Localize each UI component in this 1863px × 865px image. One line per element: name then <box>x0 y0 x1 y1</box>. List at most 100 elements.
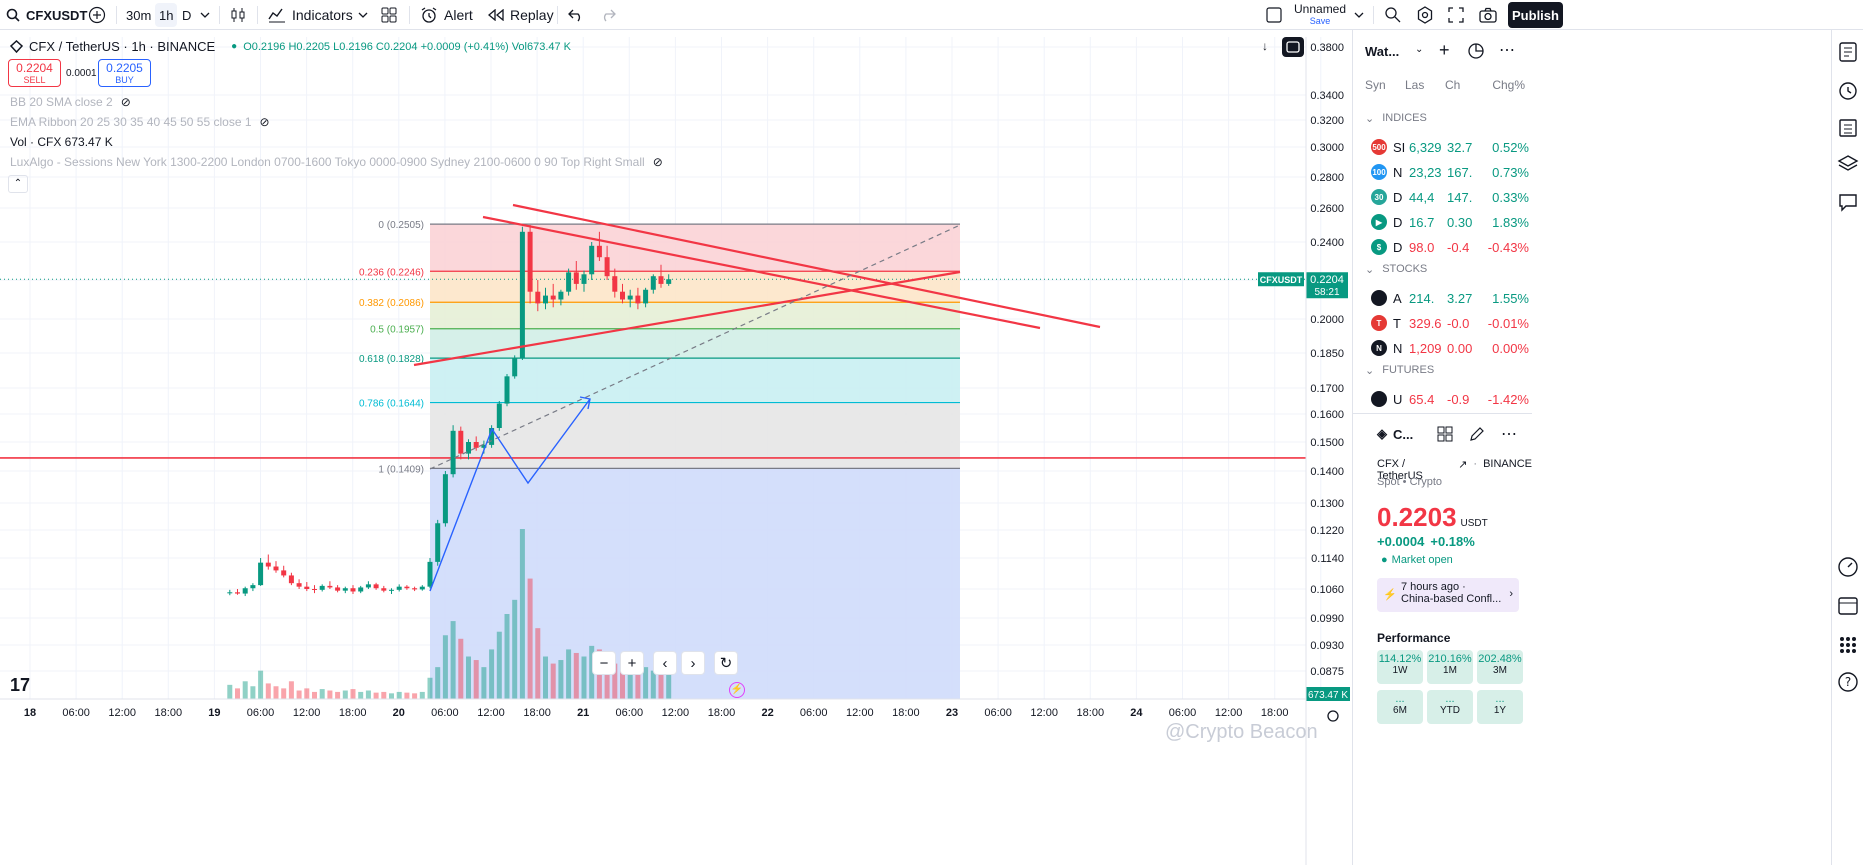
candle-body <box>389 589 394 591</box>
col-header[interactable]: Chg% <box>1492 78 1525 92</box>
watchlist-icon[interactable] <box>1836 40 1860 64</box>
watchlist-row[interactable]: T T 329.6 -0.0 -0.01% <box>1353 310 1532 336</box>
undo-button[interactable] <box>568 0 584 30</box>
watchlist-section-header[interactable]: ⌄ STOCKS <box>1365 263 1427 276</box>
interval-dropdown[interactable] <box>200 0 210 30</box>
grid-icon[interactable] <box>1437 426 1453 445</box>
indicators-icon <box>268 8 285 23</box>
layers-icon[interactable] <box>1836 152 1860 176</box>
indicator-legend-vol[interactable]: Vol · CFX 673.47 K <box>10 135 113 149</box>
performance-box[interactable]: ... YTD <box>1427 690 1473 724</box>
interval-30m[interactable]: 30m <box>126 0 151 30</box>
y-axis-tick-label: 0.3800 <box>1310 42 1344 54</box>
symbol-logo-icon: ▶ <box>1371 214 1387 230</box>
indicator-legend-ema[interactable]: EMA Ribbon 20 25 30 35 40 45 50 55 close… <box>10 115 270 129</box>
add-symbol-icon[interactable]: + <box>1439 40 1450 60</box>
performance-value: 210.16% <box>1428 653 1472 665</box>
add-symbol-button[interactable] <box>88 0 106 30</box>
edit-icon[interactable] <box>1469 426 1485 445</box>
indicator-legend-sessions[interactable]: LuxAlgo - Sessions New York 1300-2200 Lo… <box>10 155 663 169</box>
layout-checkbox[interactable] <box>1266 0 1282 30</box>
price-chart[interactable]: 0 (0.2505) 0.236 (0.2246) 0.382 (0.2086) 0.… <box>0 37 1352 865</box>
object-tree-icon[interactable] <box>1836 116 1860 140</box>
watchlist-section-header[interactable]: ⌄ FUTURES <box>1365 364 1434 377</box>
interval-d[interactable]: D <box>182 0 191 30</box>
performance-box[interactable]: 202.48% 3M <box>1477 650 1523 684</box>
watchlist-row[interactable]: A 214. 3.27 1.55% <box>1353 285 1532 311</box>
zoom-out-button[interactable]: − <box>592 651 616 675</box>
reset-chart-button[interactable]: ↻ <box>714 651 738 675</box>
watchlist-row[interactable]: N N 1,209 0.00 0.00% <box>1353 335 1532 361</box>
watchlist-row[interactable]: ▶ D 16.7 0.30 1.83% <box>1353 209 1532 235</box>
layout-menu-dropdown[interactable] <box>1354 0 1364 30</box>
watchlist-title[interactable]: Wat... <box>1365 44 1400 59</box>
auto-scale-button[interactable] <box>1282 37 1304 57</box>
eye-hidden-icon[interactable]: ⊘ <box>120 95 131 109</box>
apps-icon[interactable] <box>1836 633 1860 657</box>
chart-area[interactable]: 0 (0.2505) 0.236 (0.2246) 0.382 (0.2086) 0.… <box>0 37 1352 865</box>
help-icon[interactable]: ? <box>1836 670 1860 694</box>
publish-button[interactable]: Publish <box>1508 2 1563 28</box>
quick-search-button[interactable] <box>1384 0 1402 30</box>
eye-hidden-icon[interactable]: ⊘ <box>259 115 270 129</box>
external-link-icon[interactable]: ↗ <box>1458 459 1468 471</box>
chart-legend-title[interactable]: CFX / TetherUS · 1h · BINANCE ● O0.2196 … <box>10 39 571 54</box>
fib-zone <box>430 271 960 303</box>
settings-button[interactable] <box>1416 0 1434 30</box>
performance-box[interactable]: ... 6M <box>1377 690 1423 724</box>
speedometer-icon[interactable] <box>1836 555 1860 579</box>
chart-type-button[interactable] <box>229 0 247 30</box>
calendar-icon[interactable] <box>1836 593 1860 617</box>
performance-box[interactable]: 114.12% 1W <box>1377 650 1423 684</box>
scroll-left-button[interactable]: ‹ <box>653 651 677 675</box>
fullscreen-button[interactable] <box>1448 0 1464 30</box>
sell-button[interactable]: 0.2204 SELL <box>8 59 61 87</box>
x-axis-tick-label: 12:00 <box>1215 707 1243 719</box>
performance-value: ... <box>1395 693 1405 705</box>
fib-level-label: 0.382 (0.2086) <box>359 298 424 309</box>
performance-box[interactable]: ... 1Y <box>1477 690 1523 724</box>
symbol-search[interactable]: CFXUSDT <box>6 0 87 30</box>
watchlist-row[interactable]: U 65.4 -0.9 -1.42% <box>1353 386 1532 412</box>
news-card[interactable]: ⚡ 7 hours ago · China-based Confl... › <box>1377 578 1519 612</box>
col-header[interactable]: Syn <box>1365 78 1386 92</box>
layouts-button[interactable] <box>381 0 397 30</box>
snapshot-button[interactable] <box>1479 0 1497 30</box>
x-axis-tick-label: 23 <box>946 707 958 719</box>
chart-pie-icon[interactable] <box>1467 42 1485 63</box>
replay-button[interactable]: Replay <box>488 0 554 30</box>
chevron-down-icon[interactable]: ⌄ <box>1415 44 1424 55</box>
col-header[interactable]: Las <box>1405 78 1425 92</box>
detail-header[interactable]: ◈ C... <box>1377 426 1413 442</box>
x-axis-tick-label: 06:00 <box>431 707 459 719</box>
watchlist-section-header[interactable]: ⌄ INDICES <box>1365 112 1427 125</box>
eye-hidden-icon[interactable]: ⊘ <box>652 155 663 169</box>
watermark-text: @Crypto Beacon <box>1165 721 1318 743</box>
watchlist-row[interactable]: $ D 98.0 -0.4 -0.43% <box>1353 234 1532 260</box>
layout-name[interactable]: Unnamed Save <box>1294 2 1346 26</box>
more-icon[interactable]: ⋯ <box>1499 42 1515 59</box>
scroll-right-button[interactable]: › <box>681 651 705 675</box>
change-pct: 0.52% <box>1492 139 1529 155</box>
indicator-legend-bb[interactable]: BB 20 SMA close 2 ⊘ <box>10 95 131 109</box>
indicators-dropdown[interactable] <box>358 0 368 30</box>
indicators-button[interactable]: Indicators <box>268 0 353 30</box>
chevron-right-icon: › <box>1509 588 1513 600</box>
collapse-legend-button[interactable]: ⌃ <box>8 175 28 193</box>
scroll-down-icon[interactable]: ↓ <box>1262 39 1268 53</box>
watchlist-row[interactable]: 500 SI 6,329 32.7 0.52% <box>1353 134 1532 160</box>
zoom-in-button[interactable]: + <box>620 651 644 675</box>
more-icon[interactable]: ⋯ <box>1501 426 1517 443</box>
buy-button[interactable]: 0.2205 BUY <box>98 59 151 87</box>
watchlist-row[interactable]: 30 D 44,4 147. 0.33% <box>1353 184 1532 210</box>
tradingview-logo-icon[interactable]: 17 <box>10 675 31 695</box>
watchlist-row[interactable]: 100 N 23,23 167. 0.73% <box>1353 159 1532 185</box>
col-header[interactable]: Ch <box>1445 78 1461 92</box>
alert-button[interactable]: Alert <box>420 0 473 30</box>
redo-button[interactable] <box>600 0 616 30</box>
interval-1h[interactable]: 1h <box>155 3 178 27</box>
alarm-icon[interactable] <box>1836 78 1860 102</box>
performance-box[interactable]: 210.16% 1M <box>1427 650 1473 684</box>
lightning-icon[interactable]: ⚡ <box>729 682 745 698</box>
chat-icon[interactable] <box>1836 190 1860 214</box>
